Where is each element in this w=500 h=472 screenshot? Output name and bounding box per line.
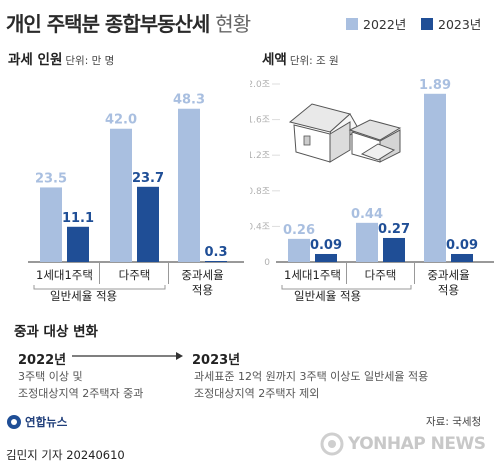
yonhap-logo-icon <box>7 415 21 429</box>
before-year: 2022년 <box>18 353 67 368</box>
bar-2023 <box>451 253 473 262</box>
chart1-unit: 단위: 만 명 <box>65 55 115 67</box>
data-label: 0.26 <box>283 223 315 238</box>
bar-2022 <box>40 187 62 262</box>
y-tick-label: 2.0조 <box>250 80 270 90</box>
bar-2022 <box>178 108 200 262</box>
chart1-title-text: 과세 인원 <box>8 52 63 68</box>
chart2-title: 세액 단위: 조 원 <box>262 48 339 68</box>
chart2-title-text: 세액 <box>262 52 287 68</box>
source-note: 자료: 국세청 <box>426 416 482 428</box>
group-bracket <box>33 285 166 290</box>
bar-2023 <box>67 226 89 262</box>
data-label: 23.7 <box>132 171 164 186</box>
category-label: 중과세율 <box>181 268 223 282</box>
legend-swatch-2022 <box>346 17 358 30</box>
data-label: 0.09 <box>310 238 342 253</box>
data-label: 11.1 <box>62 211 94 226</box>
bar-2022 <box>424 93 446 262</box>
legend-item-2023: 2023년 <box>421 14 481 33</box>
y-tick-label: 1.2조 <box>250 151 270 161</box>
after-description: 과세표준 12억 원까지 3주택 이상도 일반세율 적용 조정대상지역 2주택자… <box>194 368 428 402</box>
data-label: 0.27 <box>378 222 410 237</box>
chart2-unit: 단위: 조 원 <box>289 55 339 67</box>
watermark-text: YONHAP NEWS <box>348 434 486 454</box>
before-line-2: 조정대상지역 2주택자 중과 <box>18 387 144 400</box>
before-description: 3주택 이상 및 조정대상지역 2주택자 중과 <box>18 368 143 402</box>
chart2-group-label: 일반세율 적용 <box>294 289 362 303</box>
group-bracket <box>281 285 412 290</box>
category-label: 적용 <box>438 283 459 297</box>
after-line-2: 조정대상지역 2주택자 제외 <box>194 387 320 400</box>
category-label: 1세대1주택 <box>284 268 341 282</box>
brand-logo: 연합뉴스 <box>6 414 67 430</box>
title-suffix: 현황 <box>215 12 251 36</box>
legend-item-2022: 2022년 <box>346 14 406 33</box>
category-label: 중과세율 <box>427 268 469 282</box>
chart-tax-amount: 00.4조0.8조1.2조1.6조2.0조0.260.091세대1주택0.440… <box>250 78 494 297</box>
bar-2023 <box>137 186 159 262</box>
category-label: 다주택 <box>119 268 151 282</box>
after-year: 2023년 <box>192 353 241 368</box>
category-label: 다주택 <box>365 268 397 282</box>
watermark: YONHAP NEWS <box>320 432 486 456</box>
brand-name: 연합뉴스 <box>25 415 68 429</box>
data-label: 0.09 <box>446 238 478 253</box>
data-label: 0.3 <box>204 245 227 260</box>
changes-title: 중과 대상 변화 <box>14 324 98 340</box>
y-tick-label: 0.8조 <box>250 187 270 197</box>
y-tick-label: 0 <box>264 258 270 268</box>
arrow-icon <box>72 352 183 360</box>
bar-2023 <box>383 237 405 262</box>
bar-2022 <box>288 238 310 262</box>
data-label: 23.5 <box>35 171 67 186</box>
bar-2023 <box>205 261 227 262</box>
category-label: 적용 <box>192 283 213 297</box>
bar-2023 <box>315 253 337 262</box>
category-label: 1세대1주택 <box>36 268 93 282</box>
title-text: 개인 주택분 종합부동산세 <box>6 12 210 36</box>
yonhap-watermark-icon <box>320 432 344 456</box>
legend-swatch-2023 <box>421 17 433 30</box>
y-tick-label: 0.4조 <box>250 222 270 232</box>
bar-2022 <box>356 222 378 262</box>
data-label: 42.0 <box>105 113 137 128</box>
credit-line: 김민지 기자 20240610 <box>6 448 125 462</box>
data-label: 48.3 <box>173 93 205 108</box>
legend-label-2022: 2022년 <box>363 17 407 32</box>
before-line-1: 3주택 이상 및 <box>18 370 83 383</box>
chart1-group-label: 일반세율 적용 <box>50 289 118 303</box>
data-label: 1.89 <box>419 78 451 93</box>
data-label: 0.44 <box>351 207 383 222</box>
after-line-1: 과세표준 12억 원까지 3주택 이상도 일반세율 적용 <box>194 370 429 383</box>
legend-label-2023: 2023년 <box>438 17 482 32</box>
page-title: 개인 주택분 종합부동산세 현황 <box>6 8 251 37</box>
bar-2022 <box>110 128 132 262</box>
chart1-title: 과세 인원 단위: 만 명 <box>8 48 114 68</box>
y-tick-label: 1.6조 <box>250 116 270 126</box>
house-illustration <box>288 103 402 163</box>
